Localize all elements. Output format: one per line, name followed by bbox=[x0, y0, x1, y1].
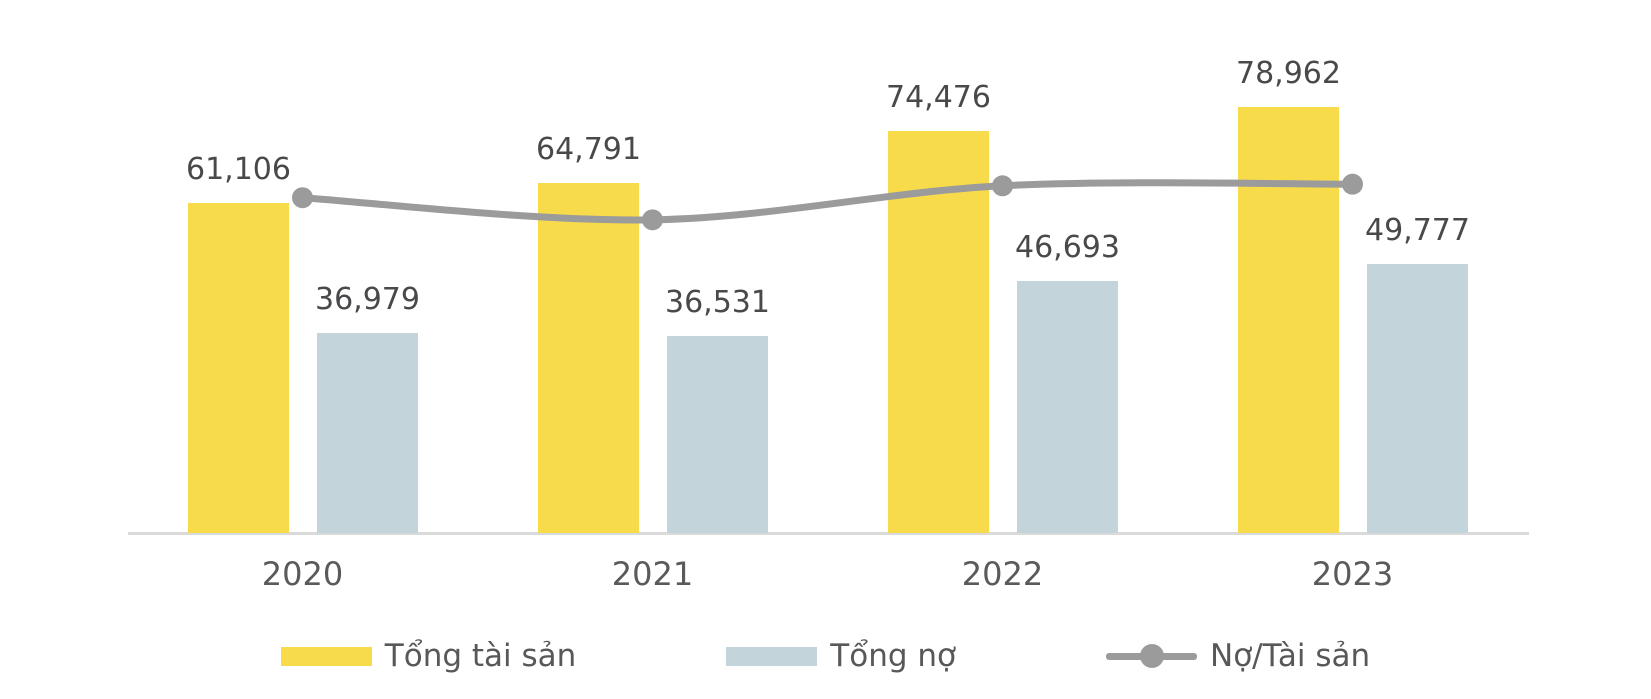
debt-ratio-marker-2020 bbox=[292, 187, 313, 209]
x-tick-2020: 2020 bbox=[261, 555, 344, 593]
debt-ratio-marker-2021 bbox=[642, 209, 663, 231]
legend-label-total-assets: Tổng tài sản bbox=[384, 638, 577, 674]
total-debt-swatch bbox=[726, 646, 818, 666]
total-assets-swatch bbox=[280, 646, 372, 666]
total-assets-value-label-2021: 64,791 bbox=[536, 132, 641, 168]
total-debt-bar-2021 bbox=[667, 335, 768, 533]
total-debt-bar-2023 bbox=[1367, 264, 1468, 533]
total-debt-value-label-2023: 49,777 bbox=[1365, 213, 1470, 249]
total-assets-bar-2023 bbox=[1238, 106, 1339, 533]
total-debt-value-label-2020: 36,979 bbox=[315, 282, 420, 318]
x-tick-2022: 2022 bbox=[961, 555, 1044, 593]
debt-ratio-line-swatch bbox=[1106, 643, 1197, 669]
total-assets-bar-2021 bbox=[538, 183, 639, 533]
x-tick-2021: 2021 bbox=[611, 555, 694, 593]
total-debt-bar-2020 bbox=[317, 333, 418, 533]
legend-item-total-debt: Tổng nợ bbox=[726, 638, 956, 674]
debt-ratio-marker-2022 bbox=[992, 175, 1013, 197]
legend: Tổng tài sản Tổng nợ Nợ/Tài sản bbox=[0, 636, 1651, 676]
total-debt-bar-2022 bbox=[1017, 281, 1118, 533]
total-debt-value-label-2021: 36,531 bbox=[665, 284, 770, 320]
debt-ratio-line bbox=[299, 179, 1356, 224]
x-axis-line bbox=[128, 532, 1529, 535]
legend-label-debt-ratio: Nợ/Tài sản bbox=[1210, 638, 1371, 674]
total-assets-bar-2020 bbox=[188, 203, 289, 533]
total-assets-value-label-2022: 74,476 bbox=[886, 80, 991, 116]
total-assets-bar-2022 bbox=[888, 131, 989, 533]
debt-ratio-marker-2023 bbox=[1342, 173, 1363, 195]
legend-label-total-debt: Tổng nợ bbox=[830, 638, 956, 674]
debt-ratio-swatch-marker-icon bbox=[1140, 644, 1164, 668]
legend-item-debt-ratio: Nợ/Tài sản bbox=[1106, 638, 1370, 674]
x-tick-2023: 2023 bbox=[1311, 555, 1394, 593]
total-assets-value-label-2020: 61,106 bbox=[186, 152, 291, 188]
legend-item-total-assets: Tổng tài sản bbox=[280, 638, 577, 674]
total-debt-value-label-2022: 46,693 bbox=[1015, 230, 1120, 265]
total-assets-value-label-2023: 78,962 bbox=[1236, 55, 1341, 91]
